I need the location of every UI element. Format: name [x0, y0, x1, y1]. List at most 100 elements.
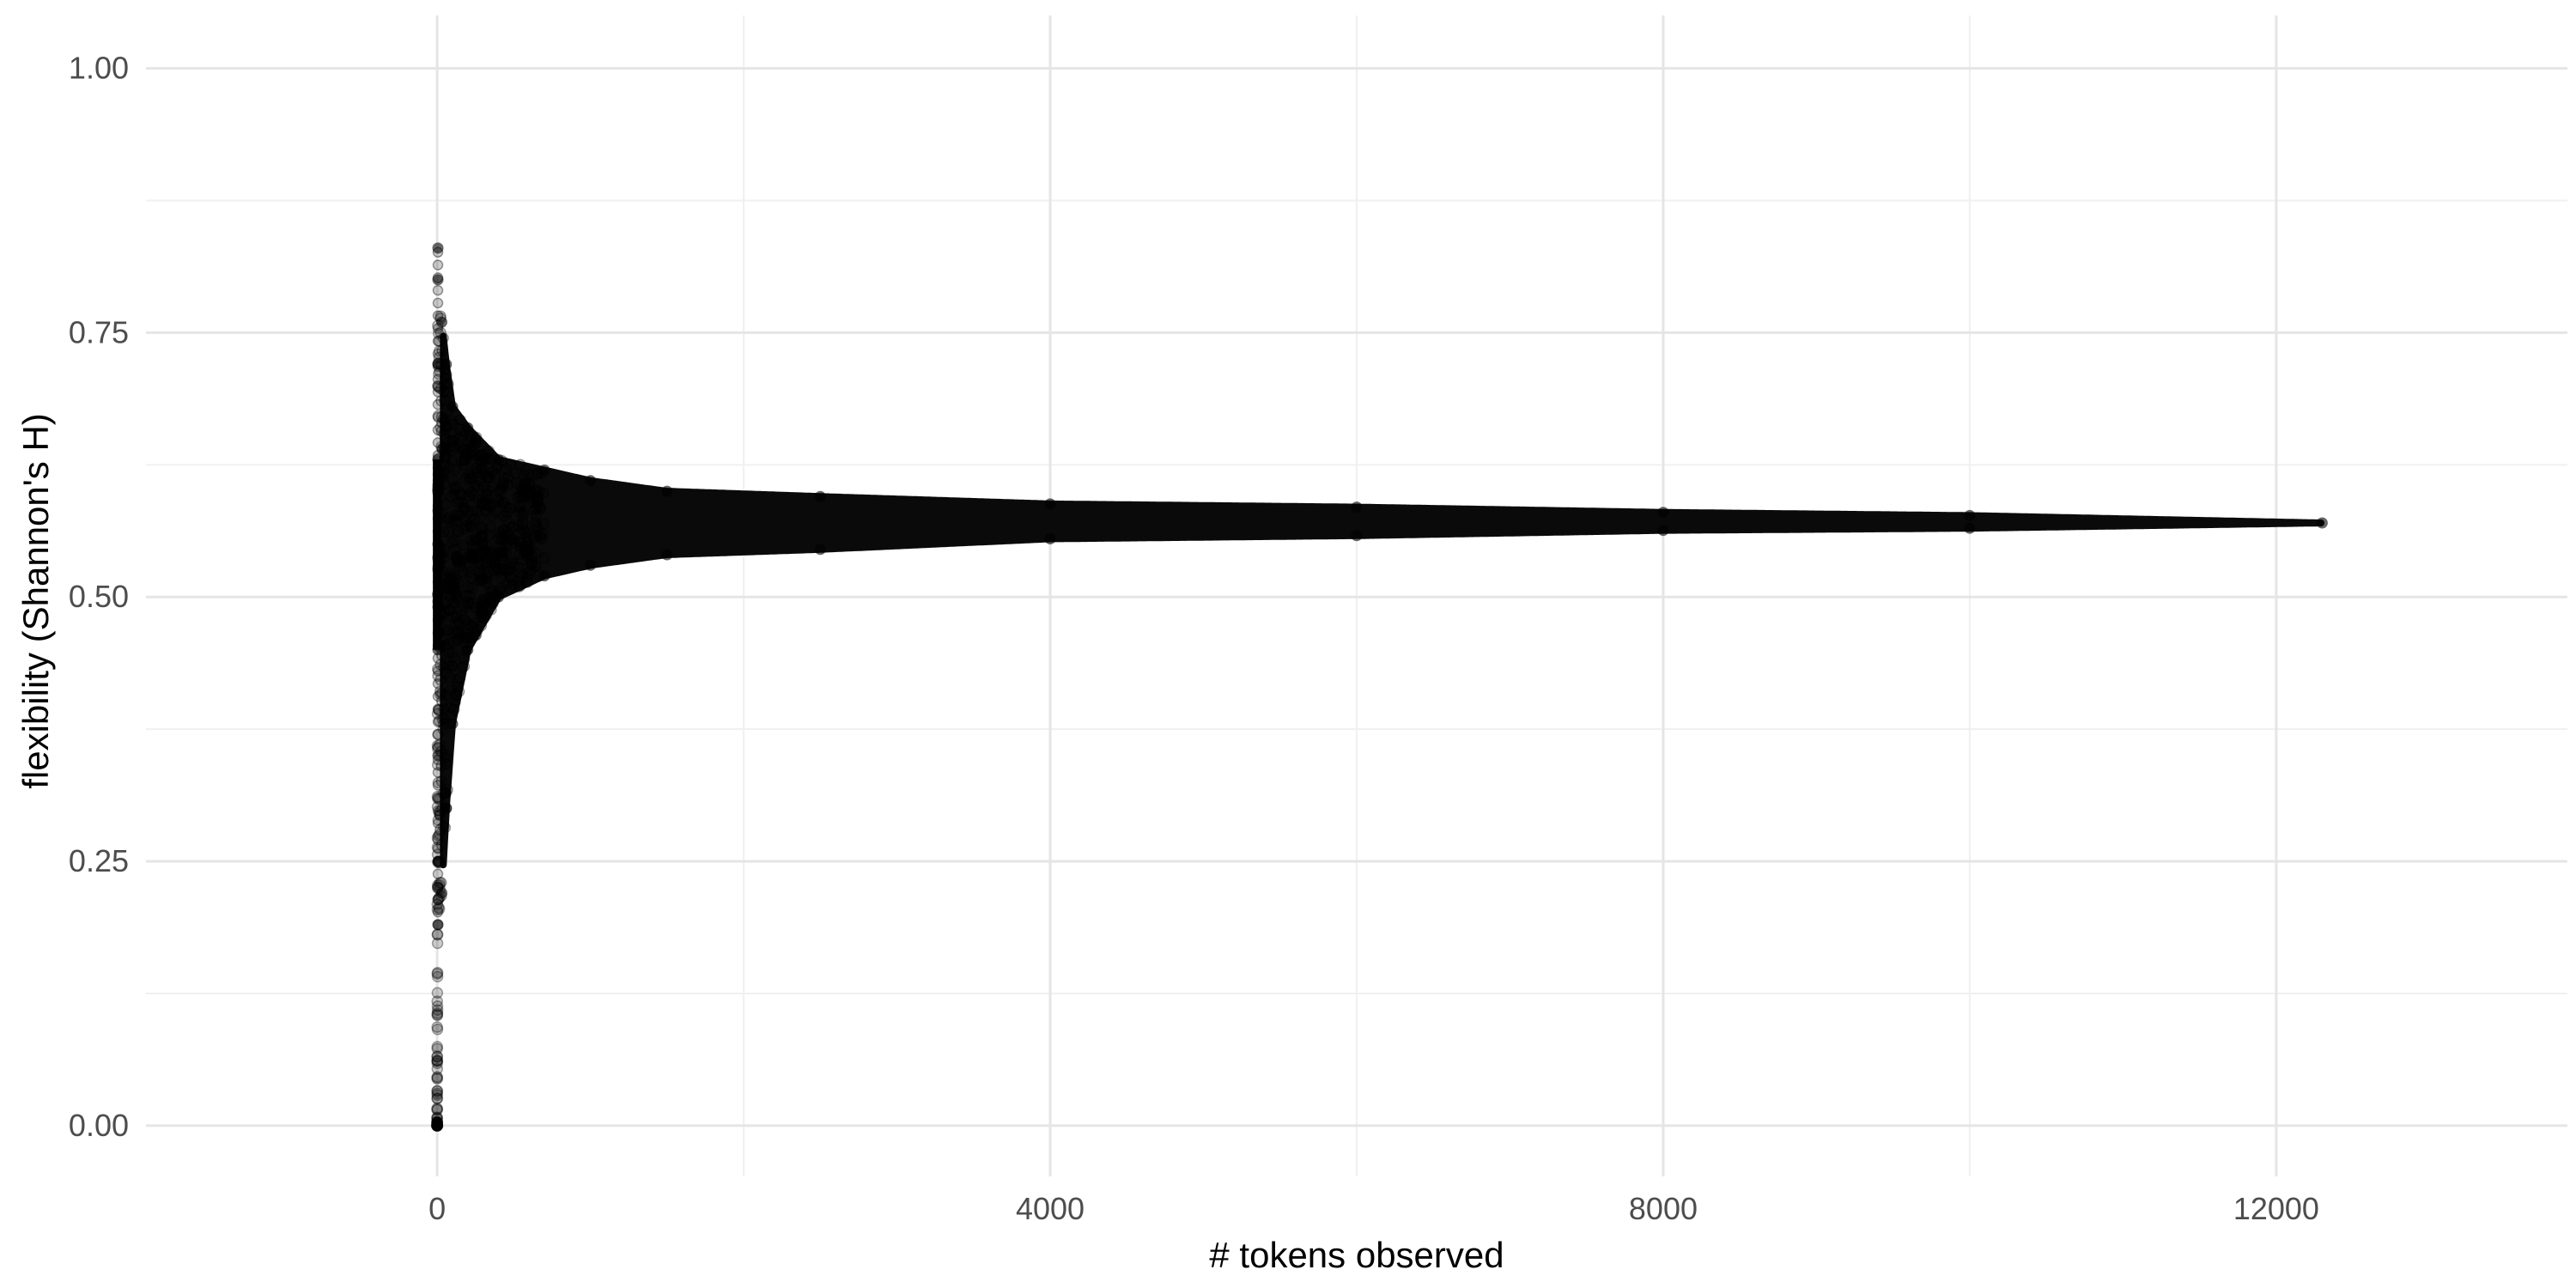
data-point: [520, 485, 533, 498]
data-point: [464, 448, 477, 461]
data-point: [458, 501, 471, 514]
data-point: [467, 551, 480, 564]
data-point: [459, 454, 471, 466]
data-point: [435, 410, 448, 423]
data-point: [585, 559, 597, 571]
data-point: [518, 489, 531, 502]
data-point: [1964, 522, 1976, 534]
data-point: [477, 538, 489, 550]
data-point: [432, 380, 444, 392]
data-point: [432, 690, 444, 702]
data-point: [434, 809, 447, 822]
data-point: [431, 1024, 444, 1036]
data-point: [451, 592, 464, 605]
data-point: [465, 486, 477, 499]
data-point: [459, 614, 471, 627]
data-point: [465, 466, 477, 479]
data-point: [485, 510, 498, 522]
data-point: [447, 611, 459, 623]
data-point: [432, 855, 444, 867]
data-point: [445, 702, 457, 714]
data-point: [481, 471, 494, 483]
data-point: [496, 479, 509, 491]
data-point: [470, 431, 483, 444]
data-point: [525, 543, 537, 556]
data-point: [431, 966, 444, 979]
data-point: [442, 526, 455, 538]
data-point: [451, 591, 463, 603]
data-point: [457, 430, 469, 443]
data-point: [439, 433, 452, 446]
data-point: [459, 589, 472, 601]
data-point: [432, 780, 444, 791]
data-point: [439, 414, 452, 427]
data-point: [534, 501, 547, 513]
data-point: [484, 520, 496, 533]
data-point: [449, 550, 462, 563]
data-point: [518, 482, 531, 495]
data-point: [440, 689, 452, 702]
data-point: [501, 463, 513, 475]
data-point: [538, 465, 550, 476]
data-point: [496, 553, 509, 565]
data-point: [432, 670, 444, 683]
data-point: [475, 620, 488, 632]
data-point: [501, 577, 513, 590]
data-point: [493, 485, 505, 497]
data-point: [471, 624, 483, 636]
data-point: [468, 550, 480, 563]
data-point: [483, 529, 495, 542]
data-point: [496, 496, 509, 508]
data-point: [447, 703, 460, 716]
data-point: [457, 443, 470, 456]
data-point: [432, 817, 444, 829]
data-point: [431, 995, 443, 1007]
data-point: [447, 440, 459, 453]
data-point: [436, 443, 448, 455]
data-point: [507, 533, 519, 546]
data-point: [519, 546, 532, 558]
data-point: [480, 505, 492, 517]
data-point: [431, 987, 444, 999]
data-point: [472, 549, 485, 561]
data-point: [453, 576, 465, 589]
data-point: [455, 454, 468, 467]
data-point: [1351, 501, 1363, 513]
data-point: [497, 496, 510, 509]
data-points: [431, 242, 2328, 1132]
data-point: [517, 508, 529, 521]
data-point: [480, 489, 493, 501]
data-point: [452, 497, 465, 509]
data-point: [502, 535, 515, 547]
data-point: [432, 729, 444, 740]
data-point: [524, 485, 536, 497]
data-point: [493, 453, 504, 465]
data-point: [461, 444, 474, 457]
major-gridlines: [146, 15, 2567, 1176]
data-point: [432, 716, 444, 727]
data-point: [521, 568, 534, 580]
data-point: [462, 483, 474, 495]
data-point: [523, 468, 536, 481]
data-point: [501, 526, 513, 538]
data-point: [434, 382, 447, 395]
data-point: [504, 502, 517, 514]
data-point: [449, 480, 462, 493]
data-point: [431, 970, 444, 983]
data-point: [465, 445, 477, 457]
data-point: [455, 489, 468, 501]
data-point: [447, 419, 459, 431]
data-point: [493, 565, 505, 577]
data-point: [433, 345, 446, 357]
data-point: [504, 583, 517, 595]
data-point: [436, 443, 449, 456]
data-point: [524, 476, 536, 489]
data-point: [482, 484, 494, 497]
data-point: [476, 455, 488, 467]
data-point: [432, 297, 444, 309]
data-point: [477, 496, 489, 508]
data-point: [505, 571, 517, 584]
y-tick-label: 0.50: [69, 579, 129, 614]
